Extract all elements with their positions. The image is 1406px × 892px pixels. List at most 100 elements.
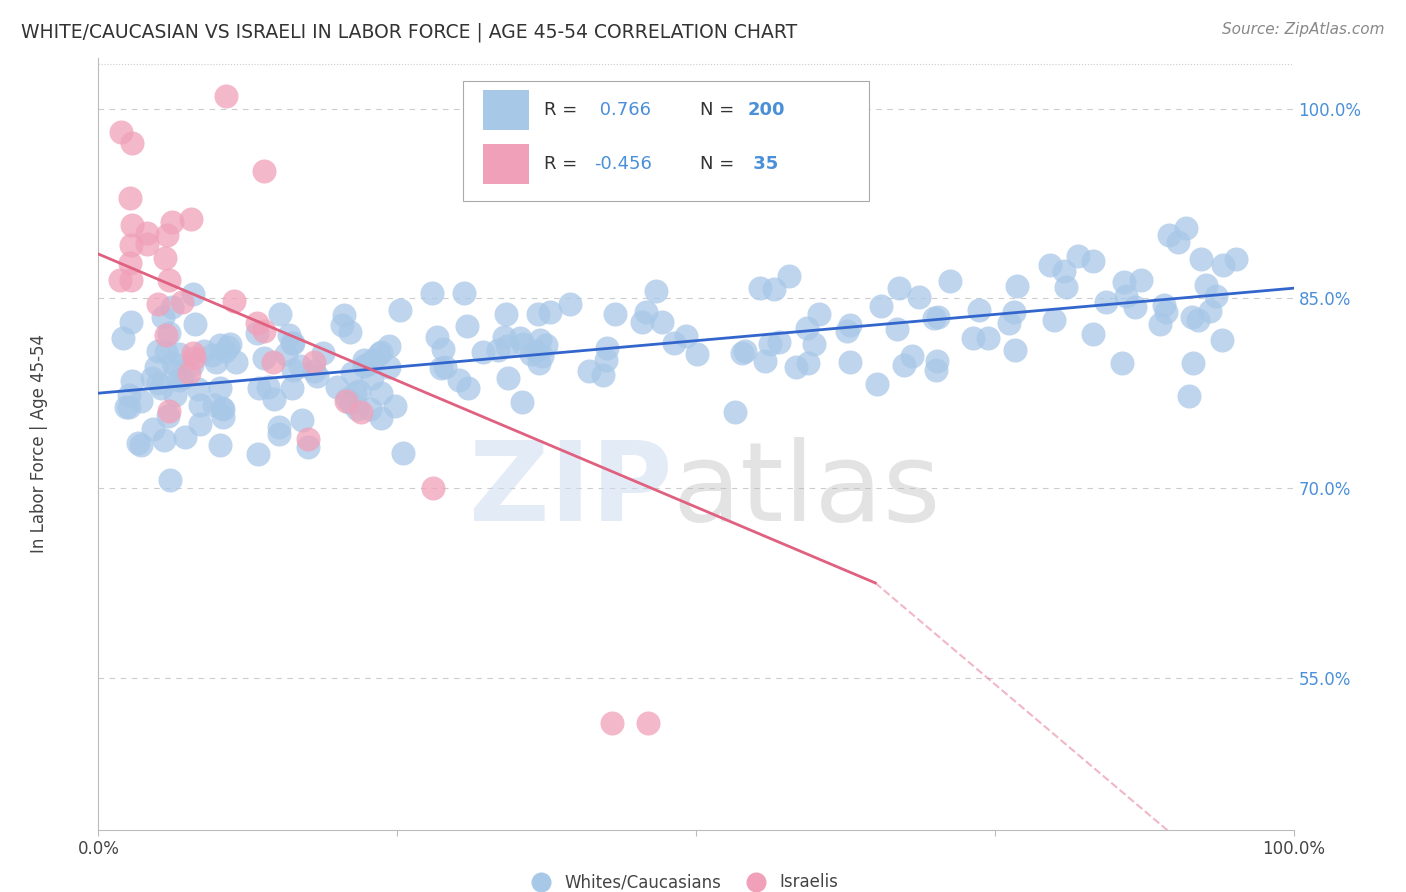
Point [457,381,479,395]
Point [370,344,392,359]
Point [150,381,173,395]
Point [595,353,617,368]
Point [165,365,187,379]
Point [768,334,790,349]
Point [651,315,673,329]
Point [346,401,368,416]
Point [246,326,269,340]
Point [389,302,412,317]
Point [110,125,132,139]
Point [512,336,534,351]
Point [731,345,754,359]
Text: 0.766: 0.766 [595,102,651,120]
Point [211,401,233,415]
Point [1181,310,1204,324]
Point [121,136,143,150]
Point [136,227,159,241]
Point [486,343,509,357]
Point [529,356,551,370]
Point [333,309,356,323]
Point [269,307,291,321]
Point [252,164,274,178]
Point [1195,278,1218,293]
Point [1039,258,1062,272]
Point [1178,389,1201,403]
Point [157,403,180,417]
Point [631,314,654,328]
Point [127,436,149,450]
Point [278,328,301,343]
Point [1205,289,1227,303]
Point [886,322,908,336]
Point [177,366,200,380]
Point [120,238,142,252]
Text: atlas: atlas [672,436,941,543]
Point [347,384,370,398]
Point [1005,279,1028,293]
Point [172,371,194,385]
Point [734,344,756,359]
Point [685,347,707,361]
Point [778,268,800,283]
Point [869,299,891,313]
Point [644,285,666,299]
Point [578,364,600,378]
Point [519,347,541,361]
Text: N =: N = [700,155,734,173]
Point [662,336,685,351]
Point [602,716,624,731]
Point [247,381,270,395]
Point [129,394,152,409]
Point [370,385,392,400]
Point [425,330,447,344]
Point [225,355,247,369]
Point [201,348,224,362]
Point [796,320,818,334]
Text: 35: 35 [748,155,779,173]
Point [887,281,910,295]
Point [866,376,889,391]
Text: In Labor Force | Age 45-54: In Labor Force | Age 45-54 [30,334,48,553]
Point [1153,297,1175,311]
Point [219,337,242,351]
Point [839,355,862,369]
Point [384,399,406,413]
Point [808,307,831,321]
Point [837,324,859,338]
Point [430,361,453,376]
Point [927,310,949,325]
Point [208,381,231,395]
Point [496,339,519,353]
Point [1123,300,1146,314]
Point [492,330,515,344]
Point [208,438,231,452]
Point [212,402,235,417]
Point [496,371,519,385]
Point [361,353,384,368]
Point [512,395,534,409]
Point [120,315,142,329]
Point [1043,312,1066,326]
Point [1129,273,1152,287]
Point [297,432,319,446]
Point [325,379,347,393]
Point [342,367,364,381]
Point [356,357,378,371]
Point [170,295,193,310]
Point [1181,356,1204,370]
Point [378,359,401,374]
Point [155,328,177,343]
Point [432,343,454,357]
Text: N =: N = [700,102,734,120]
Point [1157,228,1180,243]
Point [162,356,184,370]
Point [224,293,246,308]
Point [605,307,627,321]
Point [1175,221,1198,235]
Point [1225,252,1247,266]
Point [1054,280,1077,294]
Point [538,305,561,319]
Point [205,355,228,369]
Point [202,398,225,412]
Point [257,380,280,394]
